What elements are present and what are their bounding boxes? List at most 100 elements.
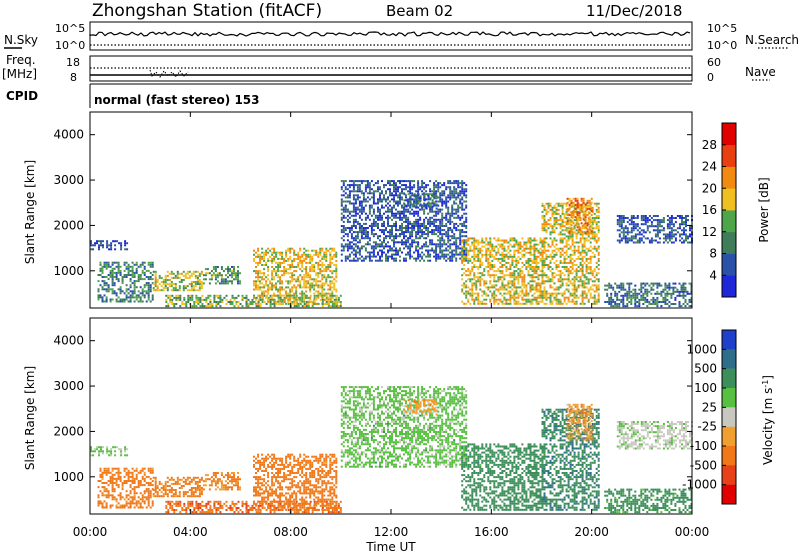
power-cell xyxy=(291,302,294,305)
power-cell xyxy=(566,228,569,231)
power-cell xyxy=(103,294,106,297)
power-cell xyxy=(360,255,363,258)
power-cell xyxy=(583,284,586,287)
power-cell xyxy=(352,190,355,193)
power-cell xyxy=(170,285,173,288)
power-cell xyxy=(467,237,470,240)
power-cell xyxy=(265,264,268,266)
power-cell xyxy=(565,261,568,264)
power-cell xyxy=(435,255,438,258)
power-cell xyxy=(654,225,657,228)
power-cell xyxy=(584,224,587,227)
power-cell xyxy=(465,274,468,277)
power-cell xyxy=(507,257,510,260)
power-cell xyxy=(178,289,181,292)
power-cell xyxy=(487,294,490,297)
power-cell xyxy=(573,245,576,248)
power-cell xyxy=(559,300,562,303)
power-cell xyxy=(271,272,274,275)
power-cell xyxy=(255,284,257,287)
power-cell xyxy=(399,233,401,236)
power-cell xyxy=(555,292,558,295)
power-cell xyxy=(427,253,430,256)
power-cell xyxy=(515,239,518,242)
power-cell xyxy=(475,255,478,258)
power-cell xyxy=(505,268,508,271)
power-cell xyxy=(315,249,318,252)
power-cell xyxy=(425,229,428,232)
power-cell xyxy=(555,300,558,303)
power-cell xyxy=(501,280,504,283)
power-cell xyxy=(549,261,552,264)
power-cell xyxy=(120,246,123,249)
power-cell xyxy=(539,290,542,293)
power-cell xyxy=(543,217,546,219)
power-cell xyxy=(449,220,452,223)
power-cell xyxy=(352,247,355,250)
power-cell xyxy=(368,225,371,227)
power-cell xyxy=(397,186,399,189)
power-cell xyxy=(99,261,102,264)
power-cell xyxy=(113,292,116,295)
power-cell xyxy=(455,249,458,252)
power-cell xyxy=(103,261,106,264)
power-cell xyxy=(281,280,284,283)
power-cell xyxy=(453,233,456,236)
power-cell xyxy=(453,196,456,199)
power-cell xyxy=(441,200,444,203)
power-cell xyxy=(569,257,572,260)
power-cell xyxy=(368,206,371,209)
power-cell xyxy=(352,214,355,217)
power-cell xyxy=(419,208,422,211)
power-cell xyxy=(441,218,444,221)
power-cell xyxy=(658,219,661,222)
power-cell xyxy=(563,257,566,260)
power-cell xyxy=(475,276,478,279)
power-cell xyxy=(595,241,598,244)
power-cell xyxy=(463,253,466,256)
power-cell xyxy=(429,225,432,227)
power-cell xyxy=(561,294,564,297)
power-cell xyxy=(479,241,482,244)
power-cell xyxy=(283,259,286,262)
power-cell xyxy=(539,247,542,250)
power-cell xyxy=(567,298,570,301)
power-cell xyxy=(329,284,332,287)
power-cell xyxy=(335,266,338,268)
power-cell xyxy=(366,200,369,203)
power-cell xyxy=(399,186,401,189)
power-cell xyxy=(255,272,257,275)
power-cell xyxy=(443,200,446,203)
power-cell xyxy=(642,231,645,234)
power-cell xyxy=(379,257,381,260)
power-cell xyxy=(325,294,328,297)
power-cell xyxy=(358,186,361,189)
power-cell xyxy=(687,237,689,240)
power-cell xyxy=(511,264,514,266)
power-cell xyxy=(565,217,568,219)
power-cell xyxy=(407,229,410,232)
power-cell xyxy=(287,272,290,275)
power-cell xyxy=(519,270,522,273)
power-cell xyxy=(638,233,641,236)
power-cell xyxy=(443,184,446,187)
power-cell xyxy=(580,197,583,200)
power-cell xyxy=(131,296,134,299)
power-cell xyxy=(158,274,161,277)
power-cell xyxy=(370,231,373,234)
power-cell xyxy=(447,212,450,215)
power-cell xyxy=(597,208,600,211)
power-cell xyxy=(580,208,583,210)
power-cell xyxy=(417,199,420,202)
power-cell xyxy=(176,276,179,279)
power-cell xyxy=(399,214,401,217)
power-cell xyxy=(559,286,562,289)
power-cell xyxy=(383,186,385,189)
power-cell xyxy=(391,257,393,260)
power-cell xyxy=(253,270,255,273)
power-cell xyxy=(173,305,176,308)
power-cell xyxy=(523,278,526,281)
power-cell xyxy=(676,215,679,217)
power-cell xyxy=(131,294,134,297)
power-cell xyxy=(445,253,448,256)
